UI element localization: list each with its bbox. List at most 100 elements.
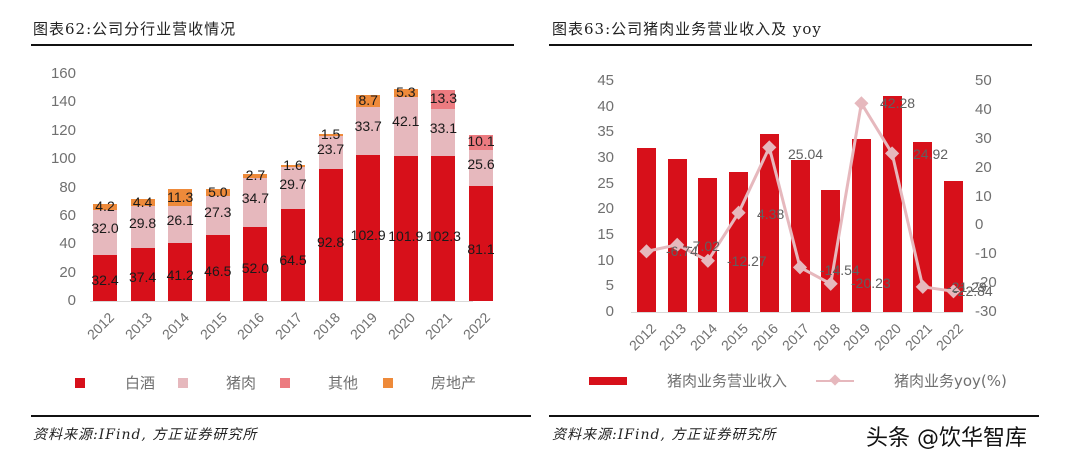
left-source-text: 资料来源:IFind, 方正证券研究所 [33, 427, 258, 443]
bar-segment-白酒 [356, 155, 381, 301]
y2-tick-label: 30 [975, 129, 992, 147]
legend-item-revenue: 猪肉业务营业收入 [589, 370, 787, 391]
y2-tick-label: -30 [975, 303, 997, 320]
bar-segment-白酒 [205, 235, 230, 301]
legend-item-其他: 其他 [280, 372, 358, 393]
yoy-diamond-marker [670, 237, 685, 252]
yoy-data-label: -22.84 [953, 283, 993, 299]
data-label: 29.7 [279, 176, 307, 193]
data-label: 64.5 [279, 251, 307, 268]
yoy-data-label: -6.74 [666, 243, 698, 259]
bar-segment-房地产 [318, 133, 343, 136]
legend-label: 白酒 [125, 374, 156, 392]
y-tick-label: 25 [597, 174, 614, 192]
y-tick-label: 0 [605, 303, 614, 320]
legend-label: 房地产 [431, 374, 477, 392]
data-label: 4.2 [95, 197, 115, 214]
yoy-diamond-marker [946, 284, 961, 299]
bar-segment-猪肉 [393, 96, 418, 157]
y-tick-label: 10 [597, 251, 614, 269]
data-label: 46.5 [204, 263, 232, 280]
pork-revenue-bar [790, 159, 810, 312]
data-label: 11.3 [167, 188, 194, 205]
data-label: 8.7 [358, 92, 378, 109]
bar-segment-猪肉 [93, 209, 117, 256]
bar-segment-房地产 [205, 189, 230, 197]
data-label: 42.1 [392, 112, 420, 129]
legend-swatch [280, 377, 290, 388]
pork-revenue-bar [637, 147, 656, 312]
data-label: 52.0 [241, 259, 270, 276]
pork-revenue-bar [729, 171, 749, 312]
bar-segment-白酒 [243, 227, 268, 301]
data-label: 102.9 [350, 227, 386, 244]
legend-item-猪肉: 猪肉 [178, 372, 256, 393]
right-x-axis-line [631, 312, 963, 313]
legend-label: 猪肉 [226, 374, 257, 392]
y2-tick-label: 20 [975, 158, 992, 176]
data-label: 1.6 [283, 157, 303, 174]
legend-label: 猪肉业务yoy(%) [894, 372, 1007, 390]
legend-diamond-icon [829, 373, 841, 386]
legend-label: 猪肉业务营业收入 [667, 372, 788, 390]
y2-tick-label: 50 [975, 72, 992, 89]
bar-segment-房地产 [281, 165, 305, 168]
pork-revenue-bar [944, 180, 963, 312]
pork-revenue-bar [667, 159, 687, 312]
bar-segment-白酒 [431, 155, 456, 301]
yoy-diamond-marker [854, 96, 869, 111]
yoy-diamond-marker [885, 146, 900, 161]
data-label: 102.3 [425, 227, 461, 244]
bar-segment-猪肉 [168, 205, 193, 243]
bar-segment-猪肉 [205, 196, 230, 235]
pork-revenue-bar [851, 139, 871, 312]
right-source-rule [549, 415, 1039, 417]
legend-label: 其他 [328, 374, 359, 392]
y-tick-label: 0 [67, 292, 76, 309]
y-tick-label: 30 [597, 149, 614, 166]
y-tick-label: 100 [50, 150, 76, 168]
legend-item-白酒: 白酒 [75, 372, 155, 393]
bar-segment-白酒 [168, 242, 193, 301]
yoy-diamond-marker [639, 244, 654, 259]
y2-tick-label: 10 [975, 187, 992, 205]
bar-segment-猪肉 [318, 135, 343, 170]
right-source-text: 资料来源:IFind, 方正证券研究所 [552, 427, 777, 443]
y2-tick-label: 40 [975, 100, 992, 118]
data-label: 33.7 [354, 118, 382, 135]
left-title-rule [31, 44, 514, 46]
yoy-diamond-marker [700, 253, 715, 268]
data-label: 37.4 [128, 269, 157, 286]
yoy-data-label: -7.02 [688, 238, 720, 254]
y-tick-label: 35 [597, 123, 614, 141]
legend-swatch [383, 377, 393, 388]
data-label: 5.3 [396, 83, 416, 100]
data-label: 34.7 [241, 189, 270, 206]
bar-segment-白酒 [469, 185, 493, 301]
data-label: 41.2 [166, 266, 194, 283]
yoy-data-label: -14.54 [820, 262, 860, 278]
data-label: 33.1 [429, 119, 458, 136]
legend-swatch [75, 377, 85, 388]
left-chart-title: 图表62:公司分行业营收情况 [33, 20, 237, 38]
y-tick-label: 45 [597, 72, 614, 89]
left-x-axis-line [90, 301, 473, 302]
yoy-diamond-marker [731, 205, 746, 220]
yoy-data-label: -20.23 [851, 275, 891, 291]
bar-segment-其他 [469, 135, 493, 150]
yoy-data-label: 24.92 [913, 146, 949, 162]
bar-segment-房地产 [93, 203, 117, 210]
left-source-rule [31, 415, 531, 417]
y-tick-label: 20 [597, 200, 614, 218]
pork-revenue-bar [759, 133, 779, 312]
data-label: 23.7 [316, 141, 345, 158]
y-tick-label: 160 [50, 65, 76, 82]
pork-revenue-bar [882, 95, 902, 312]
bar-segment-白酒 [130, 247, 155, 301]
right-chart-title: 图表63:公司猪肉业务营业收入及 yoy [552, 20, 822, 38]
bar-segment-房地产 [130, 199, 155, 206]
y-tick-label: 40 [59, 235, 76, 253]
y-tick-label: 60 [59, 206, 76, 224]
yoy-diamond-marker [915, 279, 930, 294]
